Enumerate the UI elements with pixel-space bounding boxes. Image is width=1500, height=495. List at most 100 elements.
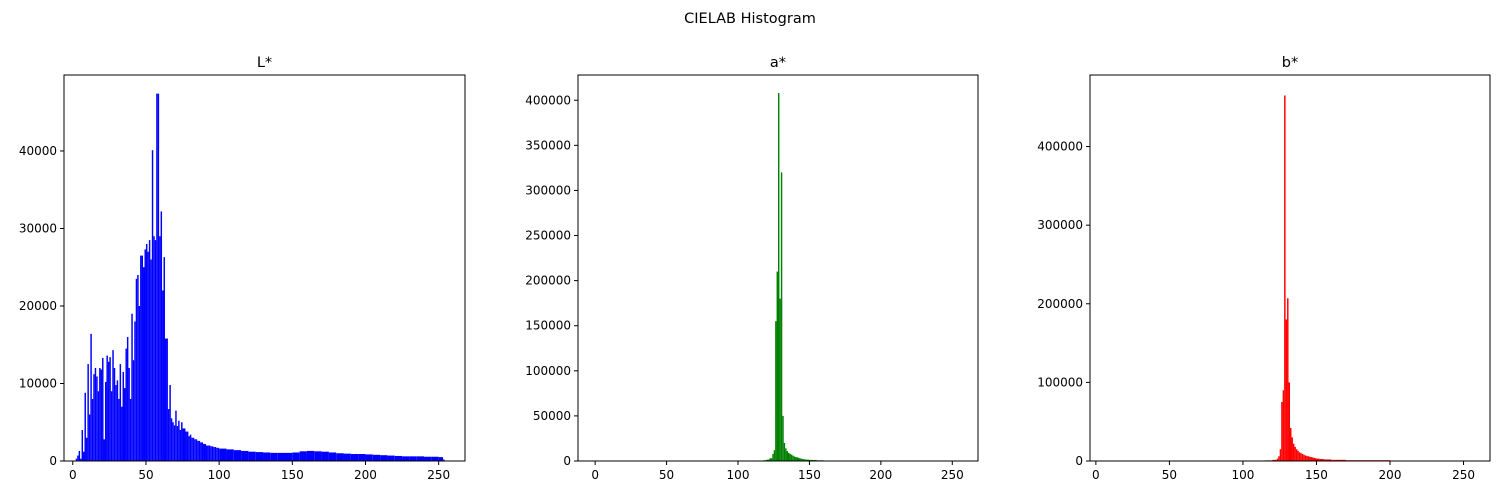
histogram-bar [78,450,81,461]
histogram-bar [216,447,218,461]
y-tick-label: 100000 [1037,375,1083,389]
histogram-bar [1301,453,1304,461]
histogram-bar [443,459,445,461]
histogram-bar [119,364,122,461]
y-tick-label: 400000 [525,93,571,107]
histogram-bar [163,257,165,461]
histogram-bar [172,422,174,461]
histogram-bar [277,452,285,461]
histogram-bar [154,240,157,461]
histogram-bar [380,455,388,461]
histogram-bar [178,420,180,461]
histogram-bar [204,443,206,461]
histogram-bar [179,429,182,461]
histogram-bar [107,361,110,461]
histogram-bar [790,454,793,461]
y-tick-label: 200000 [525,274,571,288]
histogram-bar [1297,450,1299,461]
histogram-bar [121,406,123,461]
histogram-bar [210,446,212,461]
histogram-bar [176,426,179,461]
histogram-bar [97,391,100,461]
histogram-panel-2: a* 0 50 100 150 200 250 0 50000 100000 150000 20000… [525,55,979,482]
x-tick-label: 200 [869,468,892,482]
histogram-bar [167,409,170,461]
histogram-bar [321,451,329,461]
x-tick-label: 0 [69,468,77,482]
histogram-bar [184,428,186,461]
histogram-bar [365,454,373,461]
x-tick-label: 200 [1379,468,1402,482]
histogram-bar [131,313,133,461]
histogram-bar [1316,458,1320,461]
x-tick-label: 0 [1092,468,1100,482]
panel-title: b* [1282,55,1298,71]
histogram-bar [140,255,142,461]
histogram-panel-1: L* 0 50 100 150 200 250 0 10000 20000 30000 40000 [19,55,466,482]
x-tick-label: 50 [1162,468,1177,482]
histogram-bar [102,357,104,461]
histogram-bar [1313,457,1315,461]
histogram-bar [800,458,803,461]
histogram-bar [1285,319,1288,461]
histogram-bar [175,410,177,461]
histogram-bar [795,456,797,461]
histogram-bar [1287,298,1289,461]
histogram-bar [284,452,293,461]
histogram-bar [138,305,141,461]
histogram-bar [185,431,187,461]
histogram-bar [169,385,171,461]
y-tick-label: 10000 [19,376,57,390]
histogram-bar [198,440,201,461]
histogram-bar [94,367,97,461]
histogram-bar [292,452,300,461]
histogram-bar [809,459,817,461]
histogram-bar [233,450,242,461]
histogram-bars [75,93,445,461]
y-tick-label: 20000 [19,299,57,313]
histogram-bar [786,451,788,461]
histogram-bar [424,456,432,461]
x-tick-label: 100 [1231,468,1254,482]
histogram-bar [150,259,152,461]
histogram-bar [1298,452,1301,461]
histogram-bar [83,451,85,461]
histogram-bar [134,321,136,461]
histogram-bar [144,249,146,461]
histogram-bar [189,434,192,461]
histogram-bar [85,437,88,461]
figure-title: CIELAB Histogram [684,11,816,27]
histogram-bar [1315,458,1317,461]
histogram-bar [336,453,344,461]
histogram-bar [248,451,256,461]
histogram-bar [80,458,82,461]
histogram-bar [1323,459,1332,461]
histogram-bar [1276,458,1279,461]
histogram-bar [211,446,214,461]
histogram-bar [802,459,804,461]
histogram-bar [803,459,806,461]
histogram-bar [793,456,796,461]
y-tick-label: 100000 [525,364,571,378]
histogram-bar [201,442,204,461]
histogram-bar [151,150,154,461]
histogram-bar [147,251,149,461]
histogram-bar [93,374,95,461]
histogram-bar [116,380,119,461]
histogram-bar [91,398,94,461]
histogram-bar [166,338,168,461]
histogram-bar [1300,453,1302,461]
y-tick-label: 30000 [19,221,57,235]
histogram-bar [783,442,786,461]
histogram-bar [306,450,315,461]
histogram-bar [1291,437,1293,461]
histogram-bar [1281,402,1283,461]
histogram-bar [197,440,199,461]
histogram-bar [372,454,381,461]
histogram-bar [780,172,783,462]
histogram-bar [1331,459,1346,461]
y-tick-label: 250000 [525,229,571,243]
histogram-bar [181,422,183,461]
histogram-bar [798,457,800,461]
histogram-bar [1295,449,1298,461]
